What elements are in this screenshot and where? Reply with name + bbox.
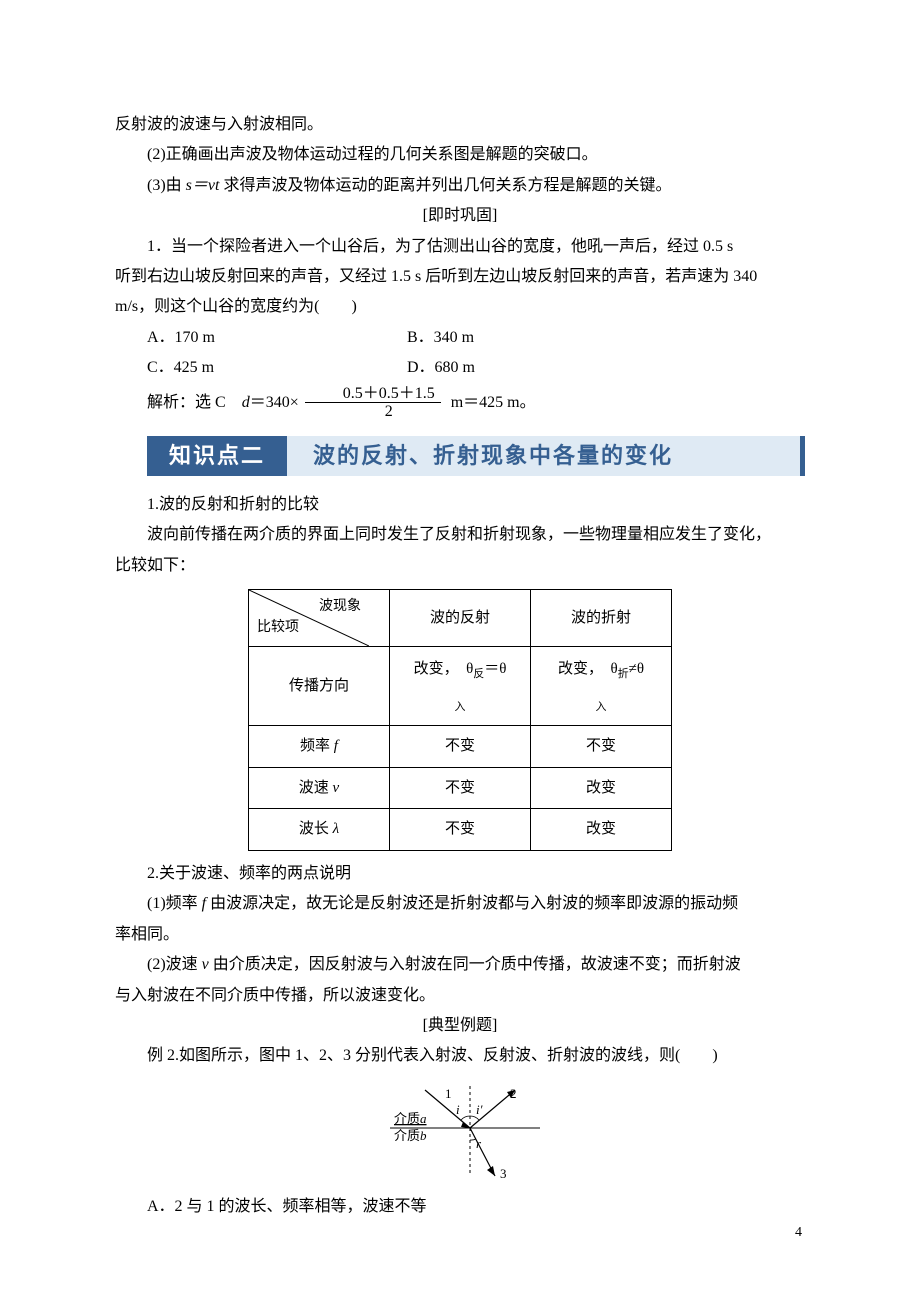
- ma-pre: 介质: [394, 1111, 420, 1126]
- cmp-header-diag: 波现象 比较项: [249, 590, 390, 647]
- cmp-r1-c1: 改变， θ反＝θ 入: [390, 647, 531, 726]
- page-number: 4: [795, 1220, 802, 1247]
- fig-aip: i′: [476, 1102, 483, 1117]
- cmp-r3-c1: 不变: [390, 767, 531, 809]
- fig-medium-a: 介质a: [394, 1111, 427, 1126]
- ma-it: a: [420, 1111, 427, 1126]
- r4-it: λ: [333, 821, 340, 837]
- r3-pre: 波速: [299, 780, 333, 796]
- q1-opt-a: A．170 m: [147, 323, 407, 353]
- r1c1-sub2: 入: [455, 701, 466, 713]
- n1-post: 由波源决定，故无论是反射波还是折射波都与入射波的频率即波源的振动频: [206, 895, 738, 912]
- intro3-post: 求得声波及物体运动的距离并列出几何关系方程是解题的关键。: [219, 177, 671, 194]
- section-banner: 知识点二 波的反射、折射现象中各量的变化: [147, 436, 805, 476]
- note-1: (1)频率 f 由波源决定，故无论是反射波还是折射波都与入射波的频率即波源的振动…: [115, 889, 805, 919]
- intro3-pre: (3)由: [147, 177, 186, 194]
- cmp-r2-c1: 不变: [390, 726, 531, 768]
- diag-bot: 比较项: [257, 615, 299, 642]
- q1-sol-eq1: ＝340×: [250, 394, 299, 411]
- practice-label: [即时巩固]: [115, 201, 805, 231]
- n2-post: 由介质决定，因反射波与入射波在同一介质中传播，故波速不变；而折射波: [209, 956, 741, 973]
- fig-ai: i: [456, 1102, 460, 1117]
- n1-pre: (1)频率: [147, 895, 202, 912]
- q1-opt-c: C．425 m: [147, 353, 407, 383]
- note-2b: 与入射波在不同介质中传播，所以波速变化。: [115, 981, 805, 1011]
- q1-sol-eq2: m＝425 m。: [447, 394, 536, 411]
- ex2-stem: 例 2.如图所示，图中 1、2、3 分别代表入射波、反射波、折射波的波线，则( …: [115, 1041, 805, 1071]
- note-2: (2)波速 v 由介质决定，因反射波与入射波在同一介质中传播，故波速不变；而折射…: [115, 950, 805, 980]
- cmp-r1-c2: 改变， θ折≠θ 入: [531, 647, 672, 726]
- fig-medium-b: 介质b: [394, 1128, 427, 1143]
- cmp-r3-name: 波速 v: [249, 767, 390, 809]
- cmp-r3-c2: 改变: [531, 767, 672, 809]
- example-label: [典型例题]: [115, 1011, 805, 1041]
- cmp-text-2: 比较如下：: [115, 551, 805, 581]
- q1-stem-3: m/s，则这个山谷的宽度约为( ): [115, 292, 805, 322]
- q1-opt-b: B．340 m: [407, 323, 667, 353]
- notes-title: 2.关于波速、频率的两点说明: [115, 859, 805, 889]
- q1-stem-1: 1．当一个探险者进入一个山谷后，为了估测出山谷的宽度，他吼一声后，经过 0.5 …: [115, 232, 805, 262]
- q1-frac-num: 0.5＋0.5＋1.5: [305, 385, 441, 404]
- cmp-r4-c2: 改变: [531, 809, 672, 851]
- r1c2-a: 改变， θ: [558, 661, 618, 677]
- intro-line-1: 反射波的波速与入射波相同。: [115, 110, 805, 140]
- banner-title: 波的反射、折射现象中各量的变化: [287, 436, 805, 476]
- n2-pre: (2)波速: [147, 956, 202, 973]
- intro3-eq: s＝vt: [186, 177, 220, 194]
- q1-solution: 解析：选 C d＝340× 0.5＋0.5＋1.52 m＝425 m。: [115, 384, 805, 422]
- r4-pre: 波长: [299, 821, 333, 837]
- cmp-r4-name: 波长 λ: [249, 809, 390, 851]
- cmp-r1-name: 传播方向: [249, 647, 390, 726]
- q1-sol-d: d: [242, 394, 250, 411]
- mb-it: b: [420, 1128, 427, 1143]
- diag-top: 波现象: [319, 594, 361, 621]
- cmp-text: 波向前传播在两介质的界面上同时发生了反射和折射现象，一些物理量相应发生了变化，: [115, 520, 805, 550]
- refraction-figure: 1 2 3 i i′ r 介质a 介质b: [350, 1078, 570, 1188]
- r1c1-sub: 反: [473, 668, 484, 680]
- fig-l3: 3: [500, 1166, 507, 1181]
- n2-it: v: [202, 956, 209, 973]
- r1c2-sub: 折: [618, 668, 629, 680]
- r3-it: v: [333, 780, 340, 796]
- cmp-r2-name: 频率 f: [249, 726, 390, 768]
- comparison-table: 波现象 比较项 波的反射 波的折射 传播方向 改变， θ反＝θ入 改变， θ折≠…: [248, 589, 672, 851]
- cmp-col2: 波的折射: [531, 590, 672, 647]
- ex2-opt-a: A．2 与 1 的波长、频率相等，波速不等: [115, 1192, 805, 1222]
- r1c1-b: ＝θ: [484, 661, 506, 677]
- cmp-title: 1.波的反射和折射的比较: [115, 490, 805, 520]
- mb-pre: 介质: [394, 1128, 420, 1143]
- r1c2-b: ≠θ: [629, 661, 644, 677]
- q1-frac-den: 2: [347, 403, 399, 421]
- note-1b: 率相同。: [115, 920, 805, 950]
- fig-l2: 2: [510, 1086, 517, 1101]
- cmp-col1: 波的反射: [390, 590, 531, 647]
- q1-fraction: 0.5＋0.5＋1.52: [305, 385, 441, 421]
- q1-opt-d: D．680 m: [407, 353, 667, 383]
- intro-line-2: (2)正确画出声波及物体运动过程的几何关系图是解题的突破口。: [115, 140, 805, 170]
- r2-pre: 频率: [300, 738, 334, 754]
- q1-sol-pre: 解析：选 C: [147, 394, 242, 411]
- cmp-r4-c1: 不变: [390, 809, 531, 851]
- r1c1-a: 改变， θ: [414, 661, 474, 677]
- cmp-r2-c2: 不变: [531, 726, 672, 768]
- q1-stem-2: 听到右边山坡反射回来的声音，又经过 1.5 s 后听到左边山坡反射回来的声音，若…: [115, 262, 805, 292]
- r1c2-sub2: 入: [596, 701, 607, 713]
- fig-l1: 1: [445, 1086, 452, 1101]
- banner-label: 知识点二: [147, 436, 287, 476]
- r2-it: f: [334, 738, 338, 754]
- intro-line-3: (3)由 s＝vt 求得声波及物体运动的距离并列出几何关系方程是解题的关键。: [115, 171, 805, 201]
